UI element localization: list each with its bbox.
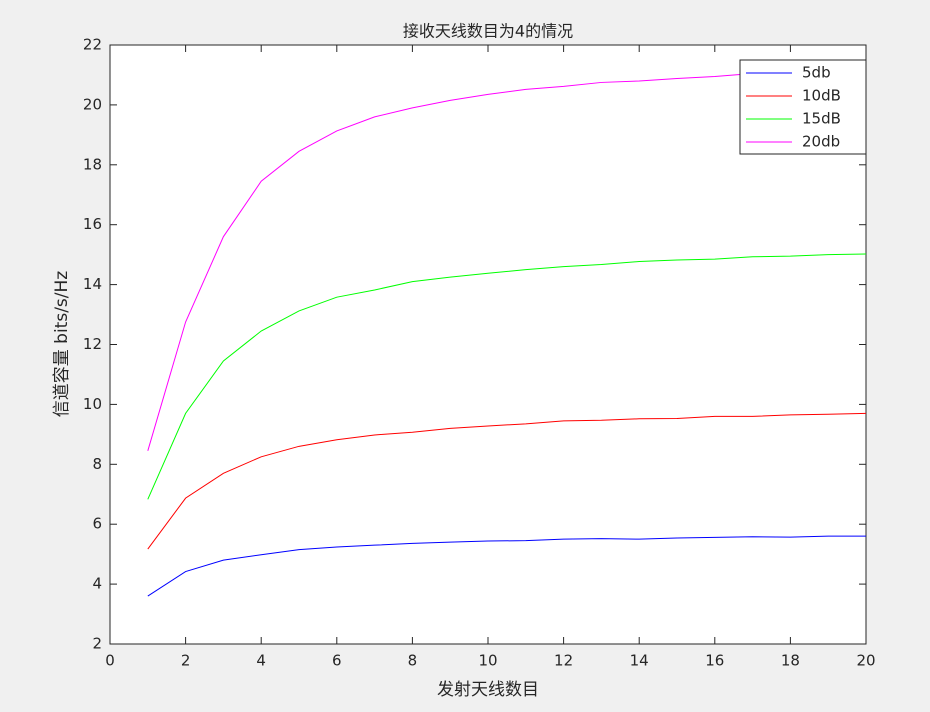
legend-label: 20db (802, 133, 840, 151)
x-tick-label: 14 (630, 652, 649, 670)
series-line (147, 253, 867, 500)
series-line (147, 535, 866, 597)
legend-label: 15dB (802, 110, 841, 128)
y-tick-label: 12 (83, 335, 102, 353)
y-tick-label: 2 (92, 635, 102, 653)
x-tick-label: 0 (105, 652, 115, 670)
series-line (147, 412, 867, 550)
chart-title: 接收天线数目为4的情况 (403, 22, 573, 41)
x-tick-label: 16 (705, 652, 724, 670)
y-axis-label: 信道容量 bits/s/Hz (52, 271, 72, 418)
x-tick-label: 4 (256, 652, 266, 670)
x-tick-label: 2 (181, 652, 191, 670)
y-tick-label: 4 (92, 575, 102, 593)
legend-label: 5db (802, 64, 831, 82)
x-tick-label: 20 (856, 652, 875, 670)
legend-box (739, 59, 867, 155)
y-tick-label: 22 (83, 36, 102, 54)
y-tick-label: 8 (92, 455, 102, 473)
y-tick-label: 14 (83, 275, 102, 293)
y-tick-label: 20 (83, 95, 102, 113)
y-tick-label: 16 (83, 215, 102, 233)
x-tick-label: 10 (478, 652, 497, 670)
legend-label: 10dB (802, 87, 841, 105)
x-tick-label: 12 (554, 652, 573, 670)
x-tick-label: 18 (781, 652, 800, 670)
y-tick-label: 6 (92, 515, 102, 533)
x-tick-label: 8 (408, 652, 418, 670)
legend: 5db 10dB 15dB 20db (739, 59, 867, 155)
x-tick-label: 6 (332, 652, 342, 670)
x-axis-label: 发射天线数目 (437, 680, 539, 700)
y-tick-label: 10 (83, 395, 102, 413)
y-tick-label: 18 (83, 155, 102, 173)
